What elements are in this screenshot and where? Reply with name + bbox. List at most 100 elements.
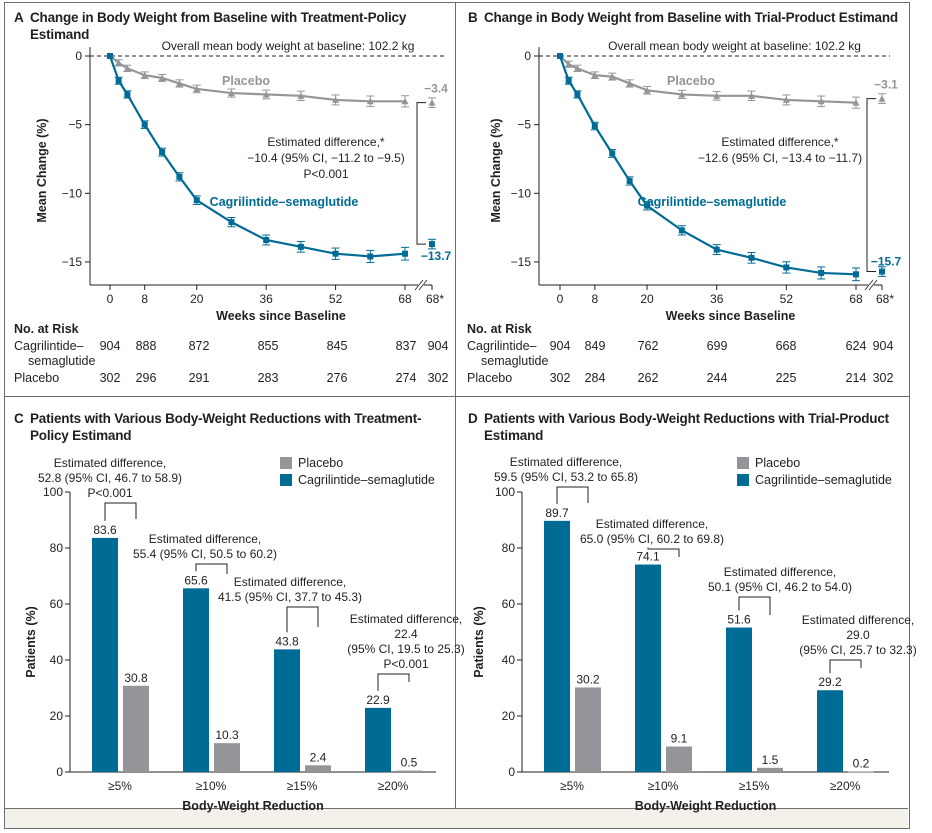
cagri-marker — [107, 53, 113, 59]
cagri-marker — [853, 271, 859, 278]
placebo-marker — [366, 97, 374, 105]
legend-c: Placebo Cagrilintide–semaglutide — [280, 454, 435, 488]
placebo-marker — [678, 90, 686, 98]
difference-bracket — [866, 98, 876, 273]
cagri-marker — [193, 197, 200, 204]
panel-a-title-line2: Estimand — [30, 27, 90, 42]
risk-count: 904 — [549, 339, 571, 353]
placebo-bar — [214, 743, 240, 772]
x-axis-title: Body-Weight Reduction — [182, 799, 323, 813]
risk-count: 849 — [584, 339, 606, 353]
placebo-bar — [848, 771, 874, 773]
placebo-marker — [141, 71, 149, 79]
p-value-label: P<0.001 — [383, 657, 428, 671]
cagri-series-label: Cagrilintide–semaglutide — [210, 195, 359, 209]
placebo-bar — [666, 746, 692, 772]
cagri-bar — [544, 520, 570, 772]
cagri-marker — [263, 236, 270, 243]
cagri-marker — [609, 150, 616, 157]
cagri-marker — [367, 253, 374, 260]
risk-count: 904 — [872, 339, 894, 353]
y-tick-label: 60 — [502, 597, 516, 611]
x-tick-label: 68 — [849, 292, 863, 306]
cagri-marker — [818, 269, 825, 276]
cagri-bar — [365, 707, 391, 772]
panel-a-title-line1: Change in Body Weight from Baseline with… — [30, 10, 407, 25]
cagri-marker — [228, 219, 235, 226]
placebo-bar-label: 30.2 — [576, 672, 600, 686]
placebo-marker — [158, 74, 166, 81]
panel-a-title: A Change in Body Weight from Baseline wi… — [14, 9, 450, 43]
risk-count: 888 — [135, 339, 157, 353]
placebo-endpoint-label: −3.4 — [424, 82, 448, 96]
p-value-label: P<0.001 — [303, 167, 348, 181]
risk-row-label-line2: semaglutide — [28, 354, 96, 368]
x-tick-label: 68 — [398, 292, 412, 306]
y-axis-title: Patients (%) — [472, 606, 486, 678]
x-axis-title: Body-Weight Reduction — [635, 799, 776, 813]
placebo-endpoint-label: −3.1 — [874, 78, 898, 92]
y-tick-label: 80 — [502, 541, 516, 555]
placebo-bar-label: 30.8 — [124, 671, 148, 685]
difference-bracket — [286, 606, 319, 633]
x-tick-label: 36 — [259, 292, 273, 306]
risk-count: 284 — [584, 371, 606, 385]
p-value-label: P<0.001 — [87, 486, 132, 500]
placebo-marker — [643, 86, 651, 94]
risk-count: 244 — [706, 371, 728, 385]
panel-divider-vertical — [455, 2, 456, 808]
cagri-marker — [591, 123, 598, 130]
risk-table-header: No. at Risk — [467, 322, 532, 336]
placebo-bar — [575, 687, 601, 772]
placebo-bar — [305, 765, 331, 772]
risk-table-b: No. at Risk Cagrilintide– semaglutide 904 84… — [467, 322, 907, 392]
y-tick-label: 100 — [495, 485, 515, 499]
x-axis-title: Weeks since Baseline — [216, 309, 346, 323]
placebo-bar — [123, 685, 149, 772]
x-tick-label: 20 — [190, 292, 204, 306]
cagri-line — [558, 55, 857, 276]
legend-item-cagri: Cagrilintide–semaglutide — [737, 471, 892, 488]
cagri-endpoint-label: −13.7 — [421, 249, 452, 263]
placebo-marker — [713, 92, 721, 99]
risk-count: 904 — [99, 339, 121, 353]
risk-count: 699 — [706, 339, 728, 353]
panel-c-title-line2: Policy Estimand — [30, 428, 132, 443]
estimated-difference-value: (95% CI, 25.7 to 32.3) — [799, 643, 916, 657]
y-tick-label: −5 — [517, 118, 531, 132]
cagri-bar-label: 51.6 — [727, 613, 751, 627]
risk-row-label: Cagrilintide– semaglutide — [467, 339, 548, 369]
risk-count: 845 — [326, 339, 348, 353]
difference-bracket — [738, 596, 771, 615]
cagri-bar — [817, 690, 843, 772]
risk-count: 668 — [775, 339, 797, 353]
risk-row-label: Cagrilintide– semaglutide — [14, 339, 95, 369]
y-tick-label: 0 — [508, 765, 515, 779]
y-tick-label: 100 — [43, 485, 63, 499]
difference-bracket — [829, 659, 862, 674]
risk-count: 855 — [257, 339, 279, 353]
x-tick-label: ≥20% — [830, 779, 861, 793]
placebo-bar — [396, 770, 422, 772]
x-tick-label: 52 — [780, 292, 794, 306]
cagri-marker — [644, 202, 651, 209]
panel-a-letter: A — [14, 10, 24, 25]
legend-item-placebo: Placebo — [280, 454, 435, 471]
y-tick-label: −5 — [68, 118, 82, 132]
x-tick-label: 0 — [107, 292, 114, 306]
placebo-marker — [175, 79, 183, 87]
placebo-bar-label: 0.5 — [401, 756, 418, 770]
cagri-bar-label: 22.9 — [366, 693, 390, 707]
difference-bracket — [104, 502, 137, 521]
cagri-marker — [713, 246, 720, 253]
placebo-marker — [297, 92, 305, 99]
y-tick-label: 0 — [75, 49, 82, 63]
cagri-marker — [557, 53, 563, 59]
cagri-marker — [115, 77, 122, 84]
legend-label-cagri: Cagrilintide–semaglutide — [298, 472, 435, 487]
y-tick-label: 40 — [502, 653, 516, 667]
placebo-marker — [262, 90, 270, 98]
risk-count: 262 — [637, 371, 659, 385]
legend-item-placebo: Placebo — [737, 454, 892, 471]
y-tick-label: −10 — [511, 186, 532, 200]
